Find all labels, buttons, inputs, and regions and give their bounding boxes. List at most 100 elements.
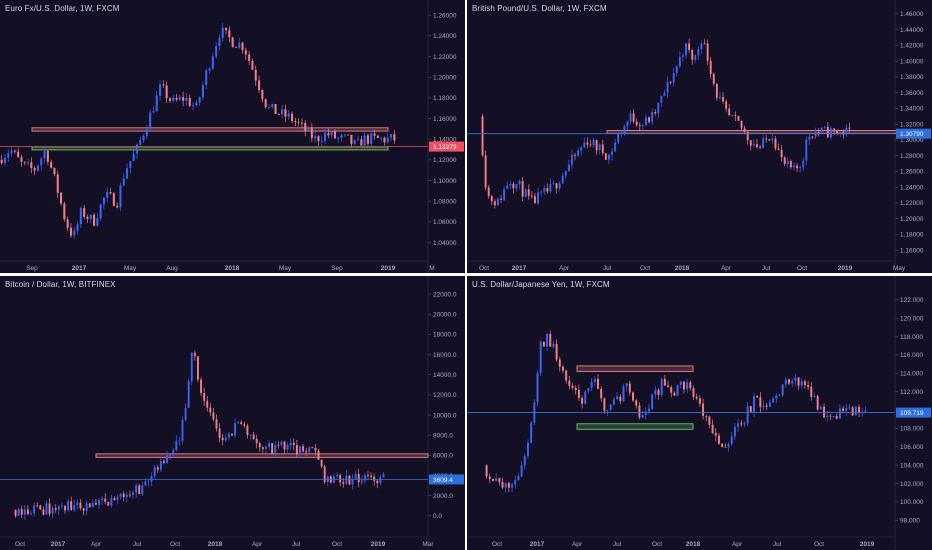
candle-body[interactable]: [530, 195, 533, 197]
candle-body[interactable]: [762, 405, 765, 408]
candle-body[interactable]: [320, 141, 323, 143]
candle-body[interactable]: [380, 137, 383, 139]
chart-panel-btcusd[interactable]: 22000.0 20000.0 18000.0 16000.0 14000.0 12000…: [0, 276, 465, 550]
candle-body[interactable]: [805, 139, 808, 161]
candle-body[interactable]: [178, 97, 181, 100]
candle-body[interactable]: [571, 385, 574, 388]
candle-body[interactable]: [144, 481, 147, 486]
candle-body[interactable]: [487, 187, 490, 197]
candle-body[interactable]: [122, 493, 125, 498]
candle-body[interactable]: [79, 502, 82, 509]
candle-body[interactable]: [324, 133, 327, 142]
candle-body[interactable]: [524, 189, 527, 197]
candle-body[interactable]: [608, 154, 610, 160]
candle-body[interactable]: [719, 96, 721, 98]
candle-body[interactable]: [234, 423, 237, 436]
usdjpy-chart-svg[interactable]: 122.000 120.000 118.000 116.000 114.000 112.0…: [467, 276, 932, 550]
candle-body[interactable]: [695, 396, 698, 399]
candle-body[interactable]: [116, 205, 119, 208]
candle-body[interactable]: [224, 437, 227, 441]
candle-body[interactable]: [500, 198, 502, 200]
candle-body[interactable]: [57, 506, 60, 510]
candle-body[interactable]: [826, 415, 829, 418]
candle-body[interactable]: [509, 183, 512, 186]
candle-body[interactable]: [491, 478, 494, 481]
candle-body[interactable]: [526, 442, 529, 457]
candle-body[interactable]: [149, 112, 152, 130]
candle-body[interactable]: [42, 509, 45, 515]
candle-body[interactable]: [485, 465, 488, 477]
candle-body[interactable]: [753, 395, 755, 412]
candle-body[interactable]: [839, 131, 842, 134]
candle-body[interactable]: [156, 467, 159, 470]
candle-body[interactable]: [287, 113, 290, 117]
candle-body[interactable]: [666, 81, 669, 93]
candle-body[interactable]: [251, 60, 254, 70]
red-zone-box[interactable]: [31, 127, 389, 132]
candle-body[interactable]: [205, 70, 208, 85]
candle-body[interactable]: [320, 459, 323, 467]
candle-body[interactable]: [281, 109, 284, 115]
candle-body[interactable]: [252, 434, 255, 439]
candle-body[interactable]: [518, 181, 521, 185]
candle-body[interactable]: [507, 483, 510, 488]
candle-body[interactable]: [749, 406, 752, 412]
candle-body[interactable]: [172, 450, 175, 455]
candle-body[interactable]: [632, 392, 635, 401]
candle-body[interactable]: [848, 407, 851, 409]
candle-body[interactable]: [746, 131, 749, 141]
candle-body[interactable]: [304, 122, 307, 132]
candle-body[interactable]: [67, 501, 70, 511]
candle-body[interactable]: [299, 446, 301, 455]
candle-body[interactable]: [749, 140, 752, 146]
candle-body[interactable]: [568, 380, 571, 386]
candle-body[interactable]: [523, 456, 526, 466]
candle-body[interactable]: [756, 395, 759, 398]
candle-body[interactable]: [534, 196, 536, 204]
candle-body[interactable]: [565, 370, 568, 381]
candle-body[interactable]: [88, 503, 91, 508]
candle-body[interactable]: [86, 216, 89, 219]
candle-body[interactable]: [675, 66, 678, 74]
candle-body[interactable]: [39, 505, 42, 510]
candle-body[interactable]: [227, 433, 230, 438]
candle-body[interactable]: [101, 498, 104, 500]
candle-body[interactable]: [743, 423, 746, 425]
candle-body[interactable]: [280, 441, 283, 446]
candle-body[interactable]: [45, 503, 48, 515]
candle-body[interactable]: [816, 396, 819, 410]
candle-body[interactable]: [33, 505, 36, 514]
candle-body[interactable]: [484, 155, 487, 188]
candle-body[interactable]: [830, 128, 832, 138]
candle-body[interactable]: [498, 478, 501, 483]
candle-body[interactable]: [258, 443, 261, 448]
candle-body[interactable]: [611, 151, 613, 155]
candle-body[interactable]: [110, 498, 113, 506]
candle-body[interactable]: [79, 208, 82, 225]
candle-body[interactable]: [587, 388, 590, 392]
candle-body[interactable]: [811, 136, 814, 138]
candle-body[interactable]: [672, 73, 675, 83]
candle-body[interactable]: [501, 482, 504, 488]
candle-body[interactable]: [94, 502, 97, 505]
chart-panel-eurusd[interactable]: 1.26000 1.24000 1.22000 1.20000 1.18000 1.160…: [0, 0, 465, 273]
candle-body[interactable]: [686, 382, 689, 390]
candle-body[interactable]: [215, 45, 218, 57]
candle-body[interactable]: [623, 126, 626, 134]
candle-body[interactable]: [317, 136, 320, 142]
candle-body[interactable]: [543, 188, 546, 192]
candle-body[interactable]: [515, 184, 518, 189]
candle-body[interactable]: [609, 404, 612, 411]
candle-body[interactable]: [657, 102, 660, 114]
candle-body[interactable]: [284, 109, 287, 117]
candle-body[interactable]: [69, 227, 72, 236]
candle-body[interactable]: [106, 192, 109, 198]
candle-body[interactable]: [679, 381, 682, 385]
candle-body[interactable]: [604, 153, 607, 160]
candle-body[interactable]: [46, 151, 49, 162]
candle-body[interactable]: [700, 43, 703, 50]
candle-body[interactable]: [343, 134, 346, 136]
candle-body[interactable]: [268, 442, 271, 447]
candle-body[interactable]: [373, 476, 376, 481]
candle-body[interactable]: [289, 442, 292, 446]
